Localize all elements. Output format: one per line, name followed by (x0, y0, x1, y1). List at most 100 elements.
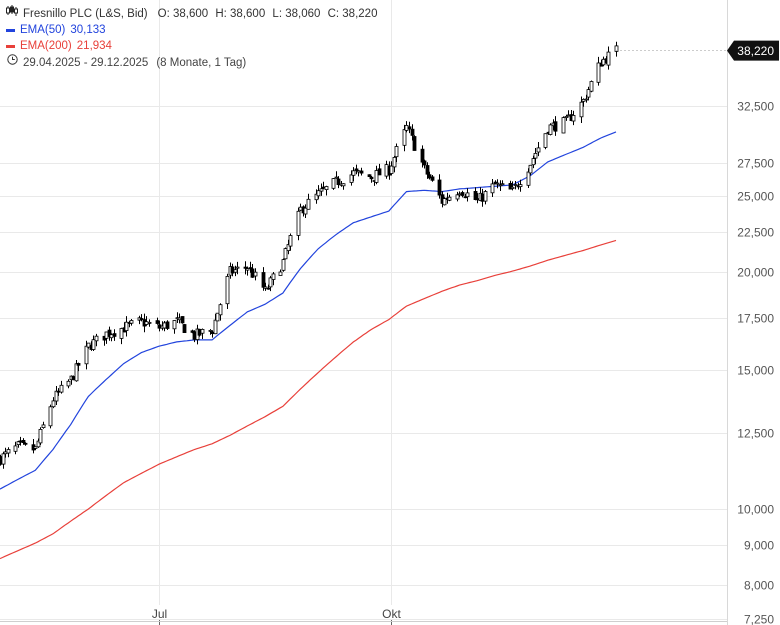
candle (374, 165, 379, 185)
candle (422, 159, 427, 169)
candle-body (359, 170, 364, 174)
candle (21, 438, 26, 445)
candle-body (157, 324, 162, 329)
candle-body (124, 321, 129, 332)
candle (465, 188, 470, 202)
candle (109, 333, 114, 342)
candle-body (349, 174, 354, 183)
last-price-badge (727, 40, 779, 61)
candlestick-icon (6, 5, 18, 22)
ohlc-values: O: 38,600 H: 38,600 L: 38,060 C: 38,220 (158, 6, 382, 22)
candle (225, 273, 230, 309)
candle-body (334, 176, 339, 179)
ema200-value: 21,934 (76, 40, 112, 52)
candle (351, 167, 356, 182)
candle (139, 314, 144, 322)
candle (553, 116, 558, 136)
candle (601, 56, 606, 67)
candle (74, 360, 79, 382)
y-tick-label: 10,000 (737, 503, 774, 517)
legend-ema50[interactable]: EMA(50) 30,133 (6, 22, 381, 38)
last-price-tag: 38,220 (616, 40, 779, 61)
candle (336, 176, 341, 189)
candle (129, 319, 134, 326)
candle (54, 386, 59, 405)
candle-body (564, 116, 569, 119)
candle-body (155, 320, 160, 324)
candle (261, 267, 266, 291)
candle-body (601, 58, 606, 66)
candle (177, 313, 182, 324)
candle-body (192, 331, 197, 340)
last-price-label: 38,220 (737, 44, 774, 58)
candle (147, 319, 152, 327)
candle-body (389, 165, 394, 174)
candle-body (74, 363, 79, 382)
candle-body (410, 128, 415, 136)
legend-title-row: Fresnillo PLC (L&S, Bid) O: 38,600 H: 38… (6, 5, 381, 22)
low-value: L: 38,060 (272, 7, 321, 20)
candle-body (243, 266, 248, 269)
candle (94, 333, 99, 347)
candle-body (543, 133, 548, 148)
candle-body (384, 164, 389, 177)
candle-body (526, 171, 531, 186)
candle (392, 155, 397, 173)
candle (606, 46, 611, 70)
legend-ema200[interactable]: EMA(200) 21,934 (6, 38, 381, 54)
candle-body (177, 317, 182, 321)
candle-body (437, 179, 442, 196)
candle (389, 161, 394, 176)
candle-body (263, 286, 268, 289)
candle (51, 397, 56, 409)
candle-body (268, 277, 273, 288)
candle-body (296, 210, 301, 236)
candle (334, 171, 339, 179)
candle (495, 179, 500, 189)
candle-body (71, 376, 76, 381)
candle-body (107, 329, 112, 337)
candle-body (369, 176, 374, 180)
candle-body (465, 192, 470, 198)
candle (571, 110, 576, 126)
candle-body (324, 186, 329, 190)
candle-body (245, 268, 250, 271)
candle-body (447, 196, 452, 201)
candle (586, 86, 591, 101)
candle-body (84, 345, 89, 365)
candle (528, 164, 533, 176)
x-tick-label: Jul (152, 607, 167, 621)
candle-body (208, 329, 213, 332)
candle (500, 180, 505, 186)
candle-body (21, 439, 26, 443)
candle-body (548, 124, 553, 135)
candle (526, 168, 531, 188)
candle-body (210, 331, 215, 335)
candle (460, 190, 465, 198)
candle-body (112, 333, 117, 337)
candle-body (404, 125, 409, 131)
candle-body (614, 45, 619, 52)
ema50-line (0, 131, 617, 490)
candle-body (271, 273, 276, 280)
candle (412, 135, 417, 151)
candle-body (129, 320, 134, 324)
candle-body (266, 287, 271, 290)
ema50-value: 30,133 (70, 24, 106, 36)
candle (407, 121, 412, 134)
candle-body (91, 339, 96, 350)
candle-body (455, 194, 460, 200)
candle-body (319, 188, 324, 192)
candle-body (253, 271, 258, 277)
ema200-swatch (6, 44, 15, 48)
candle-body (561, 117, 566, 134)
candle (359, 167, 364, 176)
ema200-line (0, 239, 617, 560)
candle-body (579, 101, 584, 118)
candle (410, 124, 415, 141)
candle-body (483, 191, 488, 202)
candle (23, 442, 28, 446)
x-tick-label: Okt (382, 607, 401, 621)
candle-body (48, 406, 53, 427)
